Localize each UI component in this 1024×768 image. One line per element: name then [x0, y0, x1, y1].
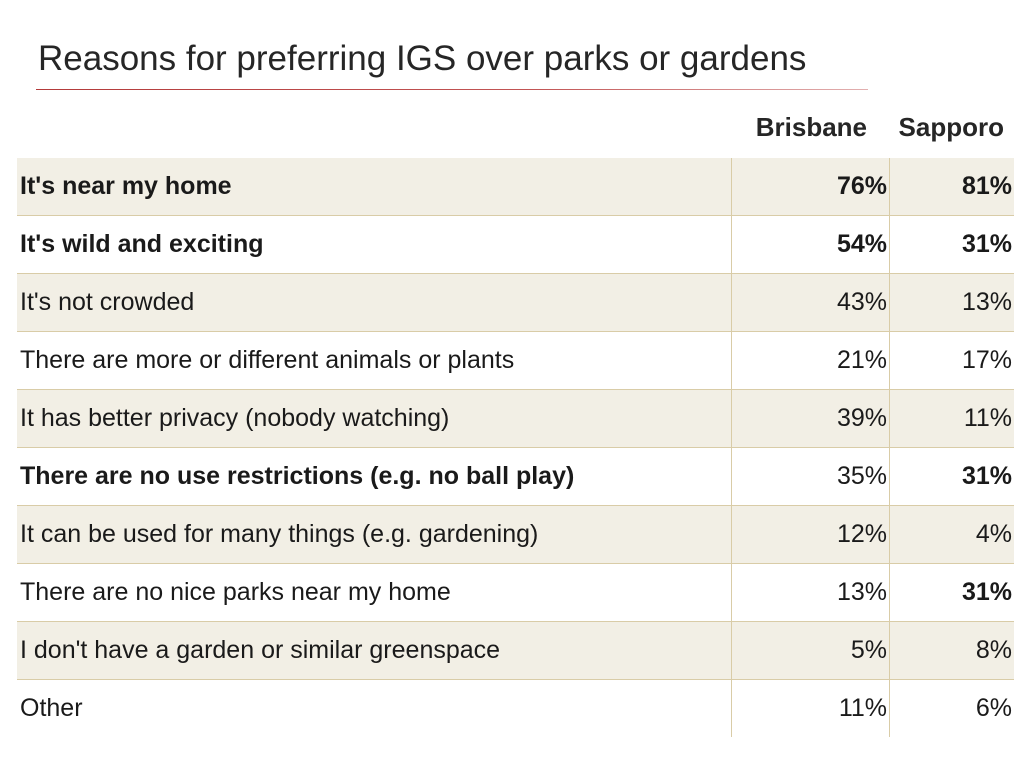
sapporo-value: 11%	[889, 389, 1014, 448]
sapporo-value: 81%	[889, 158, 1014, 216]
table-row: It's wild and exciting 54% 31%	[17, 215, 1014, 274]
table-row: There are more or different animals or p…	[17, 331, 1014, 390]
row-label: Other	[17, 679, 732, 737]
sapporo-value: 4%	[889, 505, 1014, 564]
column-header-sapporo: Sapporo	[898, 112, 1004, 142]
table-row: It can be used for many things (e.g. gar…	[17, 505, 1014, 564]
row-label: It has better privacy (nobody watching)	[17, 389, 732, 448]
page-title: Reasons for preferring IGS over parks or…	[38, 39, 807, 78]
brisbane-value: 13%	[731, 563, 890, 622]
sapporo-value: 8%	[889, 621, 1014, 680]
sapporo-value: 17%	[889, 331, 1014, 390]
data-table: It's near my home 76% 81% It's wild and exc…	[17, 158, 1014, 737]
brisbane-value: 76%	[731, 158, 890, 216]
sapporo-value: 31%	[889, 563, 1014, 622]
table-row: It's near my home 76% 81%	[17, 158, 1014, 216]
table-row: There are no use restrictions (e.g. no b…	[17, 447, 1014, 506]
sapporo-value: 6%	[889, 679, 1014, 737]
row-label: There are no nice parks near my home	[17, 563, 732, 622]
sapporo-value: 31%	[889, 447, 1014, 506]
row-label: It's near my home	[17, 158, 732, 216]
row-label: There are more or different animals or p…	[17, 331, 732, 390]
brisbane-value: 43%	[731, 273, 890, 332]
row-label: It's wild and exciting	[17, 215, 732, 274]
column-header-brisbane: Brisbane	[755, 112, 867, 142]
row-label: It can be used for many things (e.g. gar…	[17, 505, 732, 564]
table-row: It's not crowded 43% 13%	[17, 273, 1014, 332]
brisbane-value: 12%	[731, 505, 890, 564]
table-row: It has better privacy (nobody watching) 3…	[17, 389, 1014, 448]
row-label: It's not crowded	[17, 273, 732, 332]
sapporo-value: 31%	[889, 215, 1014, 274]
row-label: There are no use restrictions (e.g. no b…	[17, 447, 732, 506]
brisbane-value: 11%	[731, 679, 890, 737]
brisbane-value: 35%	[731, 447, 890, 506]
table-row: There are no nice parks near my home 13% 3…	[17, 563, 1014, 622]
brisbane-value: 5%	[731, 621, 890, 680]
row-label: I don't have a garden or similar greensp…	[17, 621, 732, 680]
title-underline	[36, 89, 868, 90]
brisbane-value: 21%	[731, 331, 890, 390]
sapporo-value: 13%	[889, 273, 1014, 332]
brisbane-value: 54%	[731, 215, 890, 274]
brisbane-value: 39%	[731, 389, 890, 448]
table-row: Other 11% 6%	[17, 679, 1014, 737]
table-row: I don't have a garden or similar greensp…	[17, 621, 1014, 680]
